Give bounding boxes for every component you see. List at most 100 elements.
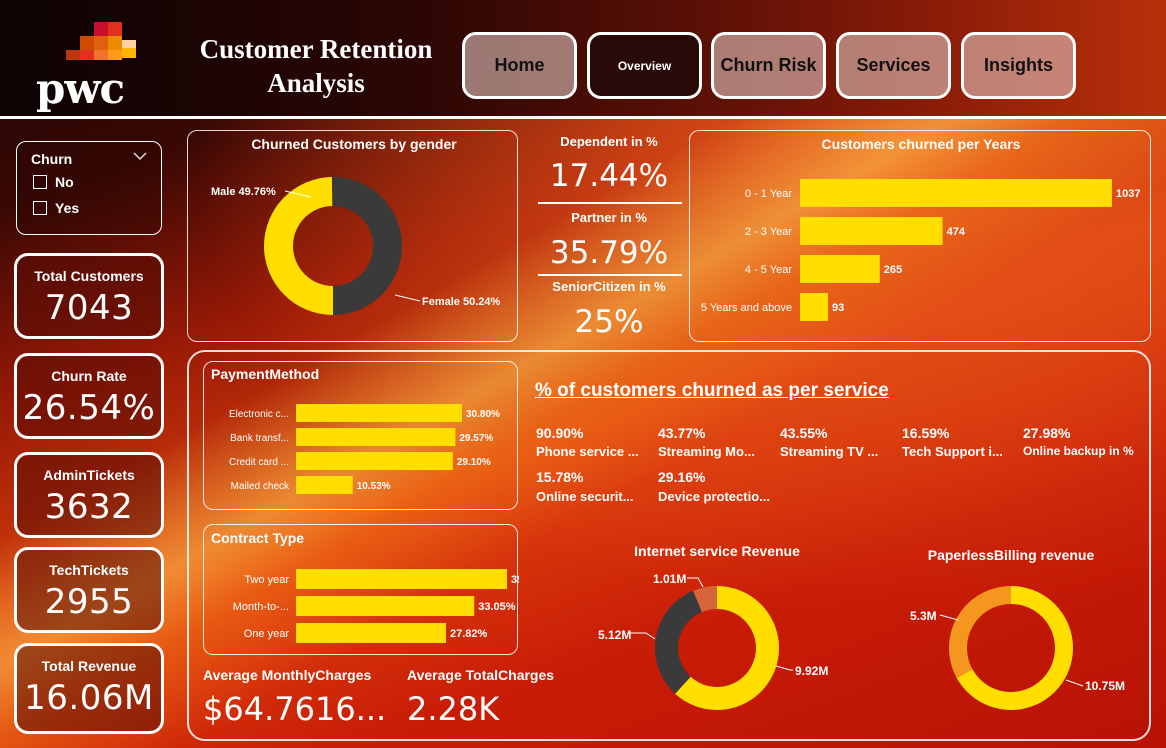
bar[interactable] [296, 596, 475, 616]
kpi-label: Total Revenue [41, 658, 137, 674]
dependent-value: 17.44% [549, 158, 669, 194]
bar[interactable] [296, 404, 462, 422]
kpi-total-revenue: Total Revenue 16.06M [14, 643, 164, 734]
dependent-label: Dependent in % [560, 134, 658, 149]
bar-value-label: 93 [832, 302, 844, 314]
kpi-admin-tickets: AdminTickets 3632 [14, 452, 164, 538]
label-leader-line [775, 665, 793, 671]
service-label: Online backup in % [1023, 444, 1134, 458]
bar-category-label: 2 - 3 Year [745, 226, 792, 238]
slicer-title: Churn [31, 151, 73, 167]
logo-squares-icon [66, 22, 136, 60]
kpi-value: 26.54% [22, 388, 156, 428]
internet-slice-other[interactable] [693, 586, 717, 613]
bar-value-label: 265 [884, 264, 902, 276]
bar-value-label: 29.57% [459, 433, 493, 444]
nav-overview-button[interactable]: Overview [587, 32, 702, 99]
kpi-label: AdminTickets [43, 467, 135, 483]
gender-male-label: Male 49.76% [211, 186, 276, 198]
chart-title: Customers churned per Years [822, 136, 1021, 152]
partner-label: Partner in % [571, 210, 647, 225]
paperless-label-no: 5.3M [910, 609, 937, 623]
nav-services-button[interactable]: Services [836, 32, 951, 99]
kpi-value: 2955 [44, 582, 134, 622]
kpi-churn-rate: Churn Rate 26.54% [14, 353, 164, 439]
kpi-label: TechTickets [49, 562, 129, 578]
service-value: 27.98% [1023, 425, 1071, 441]
chevron-down-icon[interactable] [133, 150, 147, 164]
label-leader-line [394, 294, 421, 302]
contract-chart-panel: Contract Type Two year 39.13% Month-to-...… [203, 524, 549, 655]
gender-donut-slices [264, 177, 403, 315]
bar[interactable] [800, 293, 828, 321]
bar-value-label: 474 [947, 226, 966, 238]
stat-divider [538, 274, 682, 276]
gender-slice-female[interactable] [331, 177, 403, 315]
bar-value-label: 33.05% [478, 601, 516, 613]
bar[interactable] [296, 476, 353, 494]
payment-chart-panel: PaymentMethod Electronic c... 30.80% Bank … [203, 361, 518, 510]
bar-category-label: 0 - 1 Year [745, 188, 792, 200]
internet-slice-dsl[interactable] [655, 590, 702, 694]
service-value: 90.90% [536, 425, 584, 441]
bar-category-label: Bank transf... [230, 433, 289, 444]
internet-slice-fiber[interactable] [675, 586, 779, 710]
bar[interactable] [800, 179, 1112, 207]
partner-value: 35.79% [549, 235, 669, 271]
nav-insights-button[interactable]: Insights [961, 32, 1076, 99]
bar-category-label: 5 Years and above [701, 302, 792, 314]
paperless-donut-slices [949, 586, 1073, 710]
bar-value-label: 39.13% [511, 574, 519, 586]
chart-title: Contract Type [211, 530, 304, 546]
bar[interactable] [296, 623, 447, 643]
avg-total-label: Average TotalCharges [407, 667, 555, 683]
bar-value-label: 30.80% [466, 409, 500, 420]
logo-text: pwc [36, 64, 125, 113]
service-label: Device protectio... [658, 489, 770, 504]
stat-divider [538, 202, 682, 204]
slicer-option-label: Yes [55, 200, 80, 216]
paperless-slice-yes[interactable] [956, 586, 1073, 710]
checkbox-icon[interactable] [33, 201, 47, 215]
slicer-option-no[interactable]: No [33, 174, 74, 190]
checkbox-icon[interactable] [33, 175, 47, 189]
bar-category-label: Credit card ... [229, 457, 289, 468]
senior-value: 25% [574, 304, 644, 340]
bar-value-label: 29.10% [457, 457, 491, 468]
internet-revenue-donut-chart: Internet service Revenue 1.01M 5.12M 9.9… [598, 543, 828, 710]
label-leader-line [939, 614, 959, 621]
bar-category-label: 4 - 5 Year [745, 264, 792, 276]
bar[interactable] [296, 569, 507, 589]
page-title-line1: Customer Retention [199, 34, 433, 64]
bar[interactable] [800, 217, 943, 245]
nav-home-button[interactable]: Home [462, 32, 577, 99]
bar[interactable] [296, 452, 453, 470]
service-value: 15.78% [536, 469, 584, 485]
chart-title: Churned Customers by gender [251, 136, 457, 152]
service-value: 43.55% [780, 425, 828, 441]
service-label: Streaming Mo... [658, 444, 755, 459]
service-label: Online securit... [536, 489, 634, 504]
contract-bars: Two year 39.13% Month-to-... 33.05% One year… [233, 569, 549, 643]
churn-slicer: Churn No Yes [16, 141, 162, 235]
gender-chart-panel: Churned Customers by gender Male 49.76% … [187, 130, 518, 342]
paperless-slice-no[interactable] [949, 586, 1011, 678]
bar-value-label: 27.82% [450, 628, 488, 640]
bar[interactable] [296, 428, 456, 446]
bar[interactable] [800, 255, 880, 283]
chart-title: PaperlessBilling revenue [928, 547, 1095, 563]
nav-churn-risk-button[interactable]: Churn Risk [711, 32, 826, 99]
years-chart-panel: Customers churned per Years 0 - 1 Year 10… [689, 130, 1151, 342]
payment-bars: Electronic c... 30.80% Bank transf... 29.57… [229, 404, 500, 494]
internet-label-fiber: 9.92M [795, 664, 828, 678]
service-value: 43.77% [658, 425, 706, 441]
payment-bar-chart: PaymentMethod Electronic c... 30.80% Bank … [211, 366, 500, 494]
bar-value-label: 1037 [1116, 188, 1140, 200]
service-label: Phone service ... [536, 444, 639, 459]
bar-category-label: Two year [244, 574, 289, 586]
internet-donut-slices [655, 586, 779, 710]
gender-slice-male[interactable] [264, 177, 333, 315]
service-value: 29.16% [658, 469, 706, 485]
pwc-logo: pwc [28, 20, 158, 113]
slicer-option-yes[interactable]: Yes [33, 200, 79, 216]
